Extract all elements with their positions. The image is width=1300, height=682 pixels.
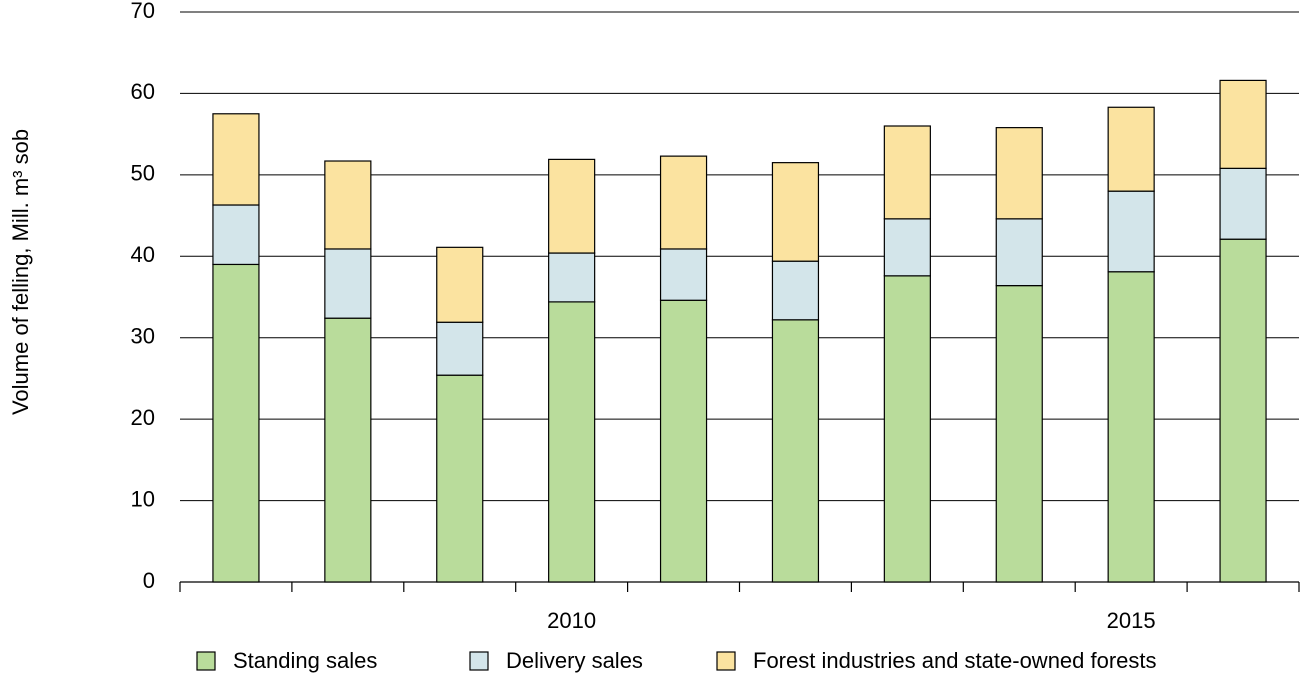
legend-swatch (196, 651, 216, 671)
bar-segment (436, 246, 484, 323)
bar-segment (659, 299, 708, 583)
bar-segment (548, 301, 596, 583)
y-tick-label: 20 (131, 405, 155, 430)
bar-segment (995, 218, 1043, 287)
bar-segment (771, 260, 820, 321)
legend-label: Forest industries and state-owned forest… (753, 648, 1157, 673)
y-axis-label: Volume of felling, Mill. m³ sob (8, 129, 33, 415)
bar-segment (659, 155, 708, 250)
bar-segment (1107, 271, 1155, 583)
bar-segment (771, 162, 820, 262)
bar-segment (1219, 238, 1267, 583)
bar-segment (436, 374, 484, 583)
bar-segment (995, 127, 1043, 220)
bar-segment (548, 252, 596, 303)
bar-segment (1107, 190, 1155, 273)
bar-segment (883, 125, 931, 220)
bar-segment (659, 248, 708, 301)
bar-segment (212, 263, 260, 583)
bar-segment (324, 317, 372, 583)
y-tick-label: 0 (143, 568, 155, 593)
bar-segment (212, 204, 260, 266)
y-tick-label: 30 (131, 324, 155, 349)
y-tick-label: 70 (131, 0, 155, 23)
legend-swatch (469, 651, 489, 671)
legend-swatch (716, 651, 736, 671)
y-tick-label: 60 (131, 79, 155, 104)
y-tick-label: 50 (131, 161, 155, 186)
y-tick-label: 10 (131, 486, 155, 511)
bar-segment (1107, 106, 1155, 192)
bar-segment (771, 319, 820, 583)
bar-segment (995, 285, 1043, 583)
bar-segment (883, 275, 931, 583)
bar-segment (324, 248, 372, 319)
x-tick-label: 2010 (547, 608, 596, 633)
bar-segment (1219, 79, 1267, 169)
legend-label: Delivery sales (506, 648, 643, 673)
bar-segment (883, 218, 931, 277)
bar-segment (1219, 167, 1267, 240)
bar-segment (548, 158, 596, 254)
bar-segment (324, 160, 372, 250)
x-tick-label: 2015 (1107, 608, 1156, 633)
legend-label: Standing sales (233, 648, 377, 673)
y-tick-label: 40 (131, 242, 155, 267)
bar-segment (436, 321, 484, 376)
bar-segment (212, 113, 260, 206)
